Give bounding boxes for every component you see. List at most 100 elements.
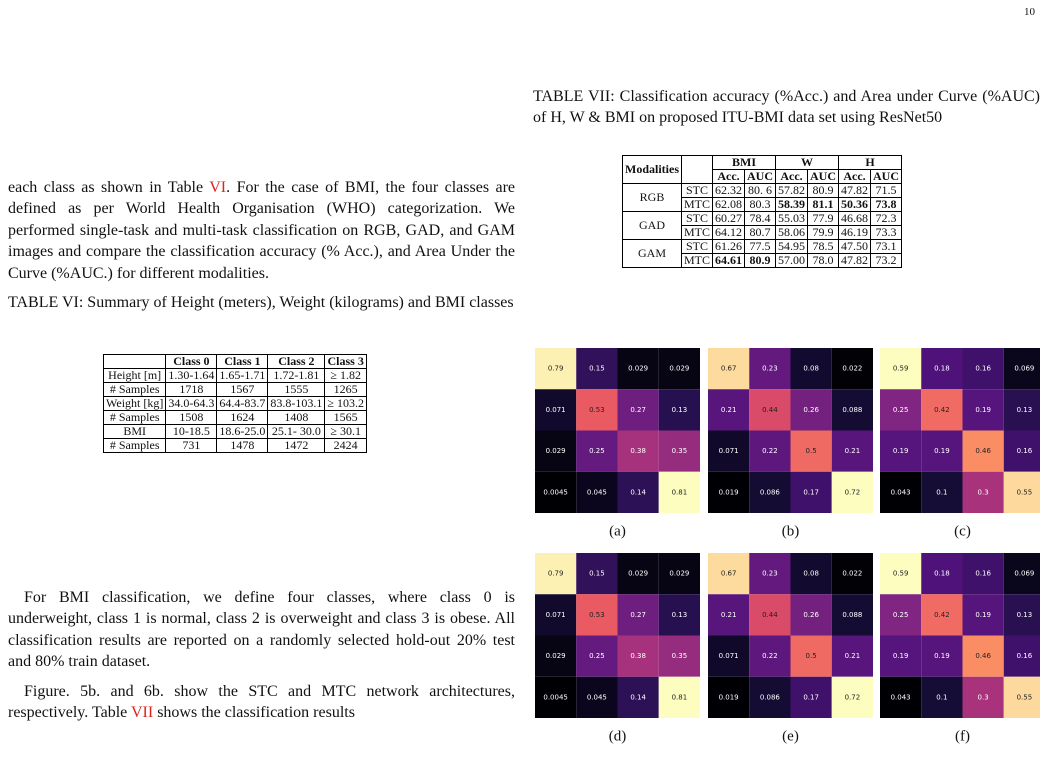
cell-label: 0.029 xyxy=(628,570,648,578)
cell-label: 0.16 xyxy=(1017,447,1033,455)
table-row: Modalities BMI W H xyxy=(622,155,903,184)
table-caption: TABLE VII: Classification accuracy (%Acc… xyxy=(533,88,1040,126)
paragraph: Figure. 5b. and 6b. show the STC and MTC… xyxy=(8,681,515,724)
cell-label: 0.13 xyxy=(1017,611,1033,619)
heatmap-cell xyxy=(617,676,659,718)
header-cell: H xyxy=(838,155,903,170)
table-cell: 47.82 xyxy=(838,253,872,268)
cell-label: 0.029 xyxy=(669,570,689,578)
table-ref[interactable]: VII xyxy=(130,704,154,722)
cell-label: 0.029 xyxy=(546,652,566,660)
header-cell: AUC xyxy=(744,169,777,184)
heatmap-cell xyxy=(921,635,963,677)
table-cell: 80.7 xyxy=(744,225,777,240)
heatmap-cell xyxy=(749,553,791,595)
header-cell: Acc. xyxy=(712,169,746,184)
table-ref[interactable]: VI xyxy=(209,179,227,196)
cell-label: 0.27 xyxy=(630,406,646,414)
heatmap-cell xyxy=(749,430,791,472)
table-row: # Samples 1718 1567 1555 1265 xyxy=(102,382,367,397)
heatmap-cell xyxy=(576,676,618,718)
table-cell: 1718 xyxy=(165,382,218,397)
table-cell: 1.65-1.71 xyxy=(216,368,269,383)
heatmap-cell xyxy=(617,430,659,472)
cell-label: 0.071 xyxy=(719,447,739,455)
heatmap-cell xyxy=(658,676,700,718)
cell-label: 0.81 xyxy=(672,488,688,496)
cell-label: 0.59 xyxy=(893,365,909,373)
table-cell: 1567 xyxy=(216,382,269,397)
heatmap-cell xyxy=(535,389,577,431)
heatmap-cell xyxy=(921,389,963,431)
cell-label: 0.14 xyxy=(630,488,646,496)
cell-label: 0.0045 xyxy=(543,488,568,496)
heatmap-cell xyxy=(921,676,963,718)
cell-label: 0.21 xyxy=(721,611,737,619)
heatmap-cell xyxy=(749,348,791,390)
table-cell: STC xyxy=(680,183,714,198)
heatmap-cell xyxy=(880,676,922,718)
heatmap-cell xyxy=(535,430,577,472)
table-row: MTC 64.61 80.9 57.00 78.0 47.82 73.2 xyxy=(623,253,903,268)
cell-label: 0.22 xyxy=(762,447,778,455)
table-row: GAM STC 61.26 77.5 54.95 78.5 47.50 73.1 xyxy=(622,239,903,268)
table-cell: 2424 xyxy=(324,438,367,453)
heatmap-cell xyxy=(1003,553,1045,595)
cell-label: 0.79 xyxy=(548,365,564,373)
cell-label: 0.42 xyxy=(934,406,950,414)
table-cell: 1555 xyxy=(267,382,326,397)
table-cell: 1472 xyxy=(267,438,326,453)
heatmap-cell xyxy=(617,389,659,431)
table-cell: # Samples xyxy=(102,382,167,397)
header-cell: W xyxy=(775,155,840,170)
cell-label: 0.19 xyxy=(934,652,950,660)
heatmap-cell xyxy=(880,430,922,472)
table-cell: 73.8 xyxy=(870,197,903,212)
heatmap-cell xyxy=(576,471,618,513)
table-row: RGB STC 62.32 80. 6 57.82 80.9 47.82 71.5 xyxy=(622,183,903,212)
table-cell: ≥ 30.1 xyxy=(324,424,367,439)
header-cell xyxy=(102,354,167,369)
cell-label: 0.019 xyxy=(719,693,739,701)
heatmap-cell xyxy=(617,635,659,677)
heatmap-cell xyxy=(617,471,659,513)
cell-label: 0.5 xyxy=(806,652,817,660)
table-cell: 80.9 xyxy=(807,183,840,198)
heatmap-cell xyxy=(921,348,963,390)
heatmap-cell xyxy=(658,389,700,431)
cell-label: 0.21 xyxy=(845,447,861,455)
cell-label: 0.35 xyxy=(672,447,688,455)
cell-label: 0.043 xyxy=(891,488,911,496)
heatmap-cell xyxy=(921,471,963,513)
heatmap-cell xyxy=(658,635,700,677)
cell-label: 0.19 xyxy=(975,611,991,619)
table-cell: 71.5 xyxy=(870,183,903,198)
table-cell: 62.32 xyxy=(712,183,746,198)
panel-label: (e) xyxy=(782,728,799,744)
table-cell: 58.06 xyxy=(775,225,809,240)
table-cell: MTC xyxy=(680,253,714,268)
heatmap-cell xyxy=(1003,676,1045,718)
cell-label: 0.25 xyxy=(589,652,605,660)
cell-label: 0.67 xyxy=(721,365,737,373)
cell-label: 0.38 xyxy=(630,447,646,455)
heatmap-cell xyxy=(617,594,659,636)
header-cell: Class 3 xyxy=(324,354,367,369)
heatmap-cell xyxy=(658,594,700,636)
heatmap-cell xyxy=(962,676,1004,718)
table-cell: Height [m] xyxy=(102,368,167,383)
group-cell: GAM xyxy=(622,239,682,268)
header-cell: AUC xyxy=(870,169,903,184)
table-cell: 81.1 xyxy=(807,197,840,212)
table-cell: 47.82 xyxy=(838,183,872,198)
heatmap-cell xyxy=(962,553,1004,595)
page-number: 10 xyxy=(1024,6,1035,18)
table-cell: 64.12 xyxy=(712,225,746,240)
header-cell xyxy=(680,155,714,184)
cell-label: 0.19 xyxy=(893,652,909,660)
cell-label: 0.19 xyxy=(893,447,909,455)
heatmap-cell xyxy=(576,635,618,677)
cell-label: 0.17 xyxy=(803,488,819,496)
cell-label: 0.44 xyxy=(762,406,778,414)
text: shows the classification results xyxy=(153,704,355,722)
